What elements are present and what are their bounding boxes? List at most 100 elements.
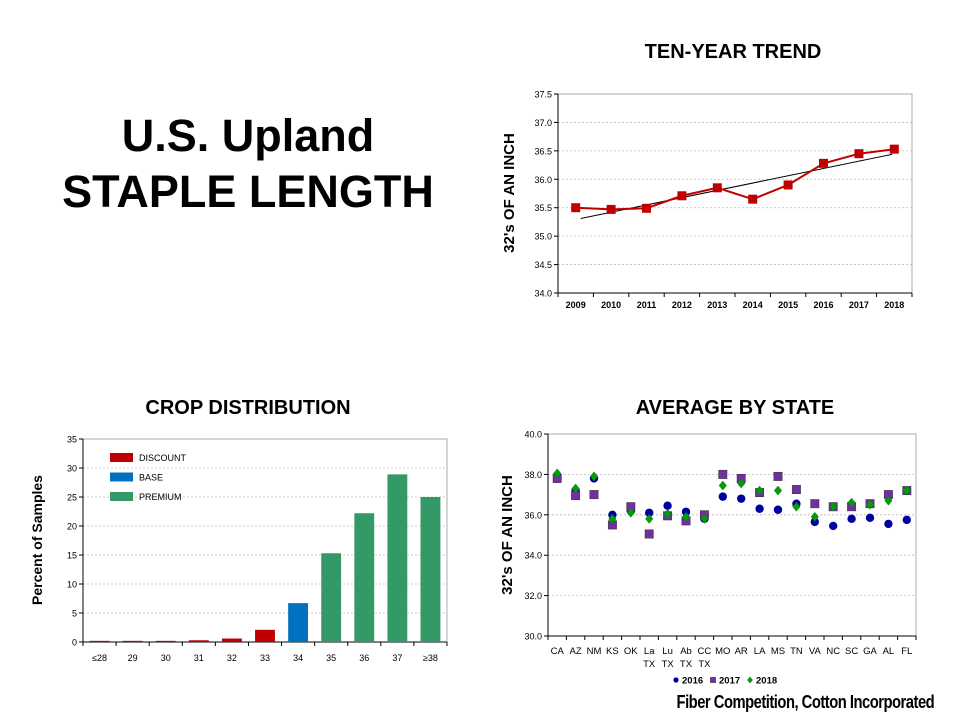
trend-xtick-label: 2011 <box>637 300 657 310</box>
dist-ytick-label: 15 <box>67 551 77 561</box>
state-point-2016 <box>902 515 911 525</box>
state-point-2016 <box>810 517 819 527</box>
state-point-2016 <box>737 494 746 503</box>
dist-xtick-label: 31 <box>194 653 204 663</box>
state-point-2018 <box>553 468 562 479</box>
state-xtick-label: AL <box>883 646 895 657</box>
dist-bar <box>354 513 375 642</box>
trend-data-point <box>571 203 581 213</box>
state-y-axis-label: 32's OF AN INCH <box>499 475 516 595</box>
trend-data-point <box>854 149 864 159</box>
trend-ytick-label: 37.5 <box>534 90 552 100</box>
legend-label-base: BASE <box>139 473 163 483</box>
trend-data-point <box>889 144 899 154</box>
state-point-2018 <box>645 513 654 524</box>
main-title-line1: U.S. Upland <box>121 110 375 161</box>
state-xtick-label: Lu <box>662 646 673 657</box>
state-point-2018 <box>829 501 838 512</box>
state-point-2018 <box>847 497 856 508</box>
state-point-2017 <box>589 490 599 500</box>
legend-swatch-base <box>110 472 133 482</box>
state-point-2018 <box>737 478 746 489</box>
state-ytick-label: 38.0 <box>524 470 542 480</box>
state-point-2018 <box>792 501 801 512</box>
state-point-2016 <box>773 505 783 514</box>
trend-ytick-label: 36.5 <box>534 146 552 156</box>
dist-bar <box>221 638 242 642</box>
state-xtick-label-line2: TX <box>643 659 656 670</box>
state-xtick-label: AR <box>735 646 748 657</box>
dist-bar <box>89 640 110 642</box>
trend-ytick-label: 34.0 <box>534 289 552 299</box>
state-point-2016 <box>645 508 654 517</box>
trend-xtick-label: 2016 <box>813 300 833 310</box>
state-xtick-label: Ab <box>680 646 692 657</box>
trend-xtick-label: 2010 <box>601 300 621 310</box>
trend-ytick-label: 37.0 <box>534 118 552 128</box>
dist-xtick-label: 37 <box>392 653 402 663</box>
dist-bar <box>420 497 441 642</box>
dist-ytick-label: 0 <box>72 638 77 648</box>
state-chart-title: AVERAGE BY STATE <box>635 397 835 419</box>
trend-data-point <box>677 191 687 201</box>
state-point-2017 <box>718 469 728 479</box>
main-title: U.S. Upland STAPLE LENGTH <box>20 108 476 220</box>
state-point-2018 <box>608 513 617 524</box>
dist-ytick-label: 25 <box>67 493 77 503</box>
state-xtick-label-line2: TX <box>662 659 675 670</box>
state-point-2017 <box>773 471 783 481</box>
state-legend-marker-2018 <box>747 676 753 684</box>
trend-data-point <box>642 203 651 213</box>
state-legend-label-2017: 2017 <box>719 676 740 687</box>
trend-data-point <box>606 204 616 214</box>
trend-xtick-label: 2012 <box>672 300 692 310</box>
trend-xtick-label: 2015 <box>778 300 798 310</box>
dist-xtick-label: ≥38 <box>423 653 438 663</box>
state-ytick-label: 40.0 <box>524 430 542 440</box>
state-point-2018 <box>773 485 783 496</box>
trend-ytick-label: 35.5 <box>534 203 552 213</box>
trend-ytick-label: 34.5 <box>534 260 552 270</box>
state-point-2018 <box>810 511 819 522</box>
dist-bar <box>122 640 143 642</box>
state-xtick-label-line2: TX <box>680 659 693 670</box>
state-xtick-label: La <box>644 646 655 657</box>
state-xtick-label-line2: TX <box>698 659 711 670</box>
trend-ytick-label: 36.0 <box>534 175 552 185</box>
state-point-2016 <box>755 504 764 513</box>
dist-ytick-label: 35 <box>67 435 77 445</box>
trend-data-point <box>748 194 758 204</box>
state-legend-label-2018: 2018 <box>756 676 777 687</box>
trend-ytick-label: 35.0 <box>534 232 552 242</box>
dist-bar <box>155 640 176 642</box>
state-point-2018 <box>884 495 893 506</box>
dist-bar <box>188 640 209 642</box>
legend-label-premium: PREMIUM <box>139 492 182 502</box>
state-xtick-label: LA <box>754 646 766 657</box>
trend-series-line <box>575 148 895 211</box>
dist-bar <box>288 603 309 642</box>
state-legend-marker-2016 <box>673 677 679 683</box>
state-point-2018 <box>571 483 580 494</box>
state-xtick-label: SC <box>845 646 858 657</box>
dist-ytick-label: 20 <box>67 522 77 532</box>
dist-xtick-label: 34 <box>293 653 303 663</box>
trend-data-point <box>783 180 793 190</box>
dist-xtick-label: 35 <box>326 653 336 663</box>
state-point-2016 <box>718 492 727 501</box>
state-point-2018 <box>626 507 635 518</box>
trend-xtick-label: 2013 <box>707 300 727 310</box>
state-point-2018 <box>865 499 875 510</box>
dist-ytick-label: 5 <box>72 609 77 619</box>
dist-bar <box>387 474 408 642</box>
dist-ytick-label: 30 <box>67 464 77 474</box>
state-point-2016 <box>681 507 691 516</box>
state-point-2016 <box>865 513 875 523</box>
state-point-2018 <box>663 508 672 519</box>
state-ytick-label: 30.0 <box>524 632 542 642</box>
trend-xtick-label: 2018 <box>884 300 904 310</box>
state-xtick-label: OK <box>624 646 638 657</box>
trend-xtick-label: 2017 <box>849 300 869 310</box>
state-point-2018 <box>718 480 727 491</box>
